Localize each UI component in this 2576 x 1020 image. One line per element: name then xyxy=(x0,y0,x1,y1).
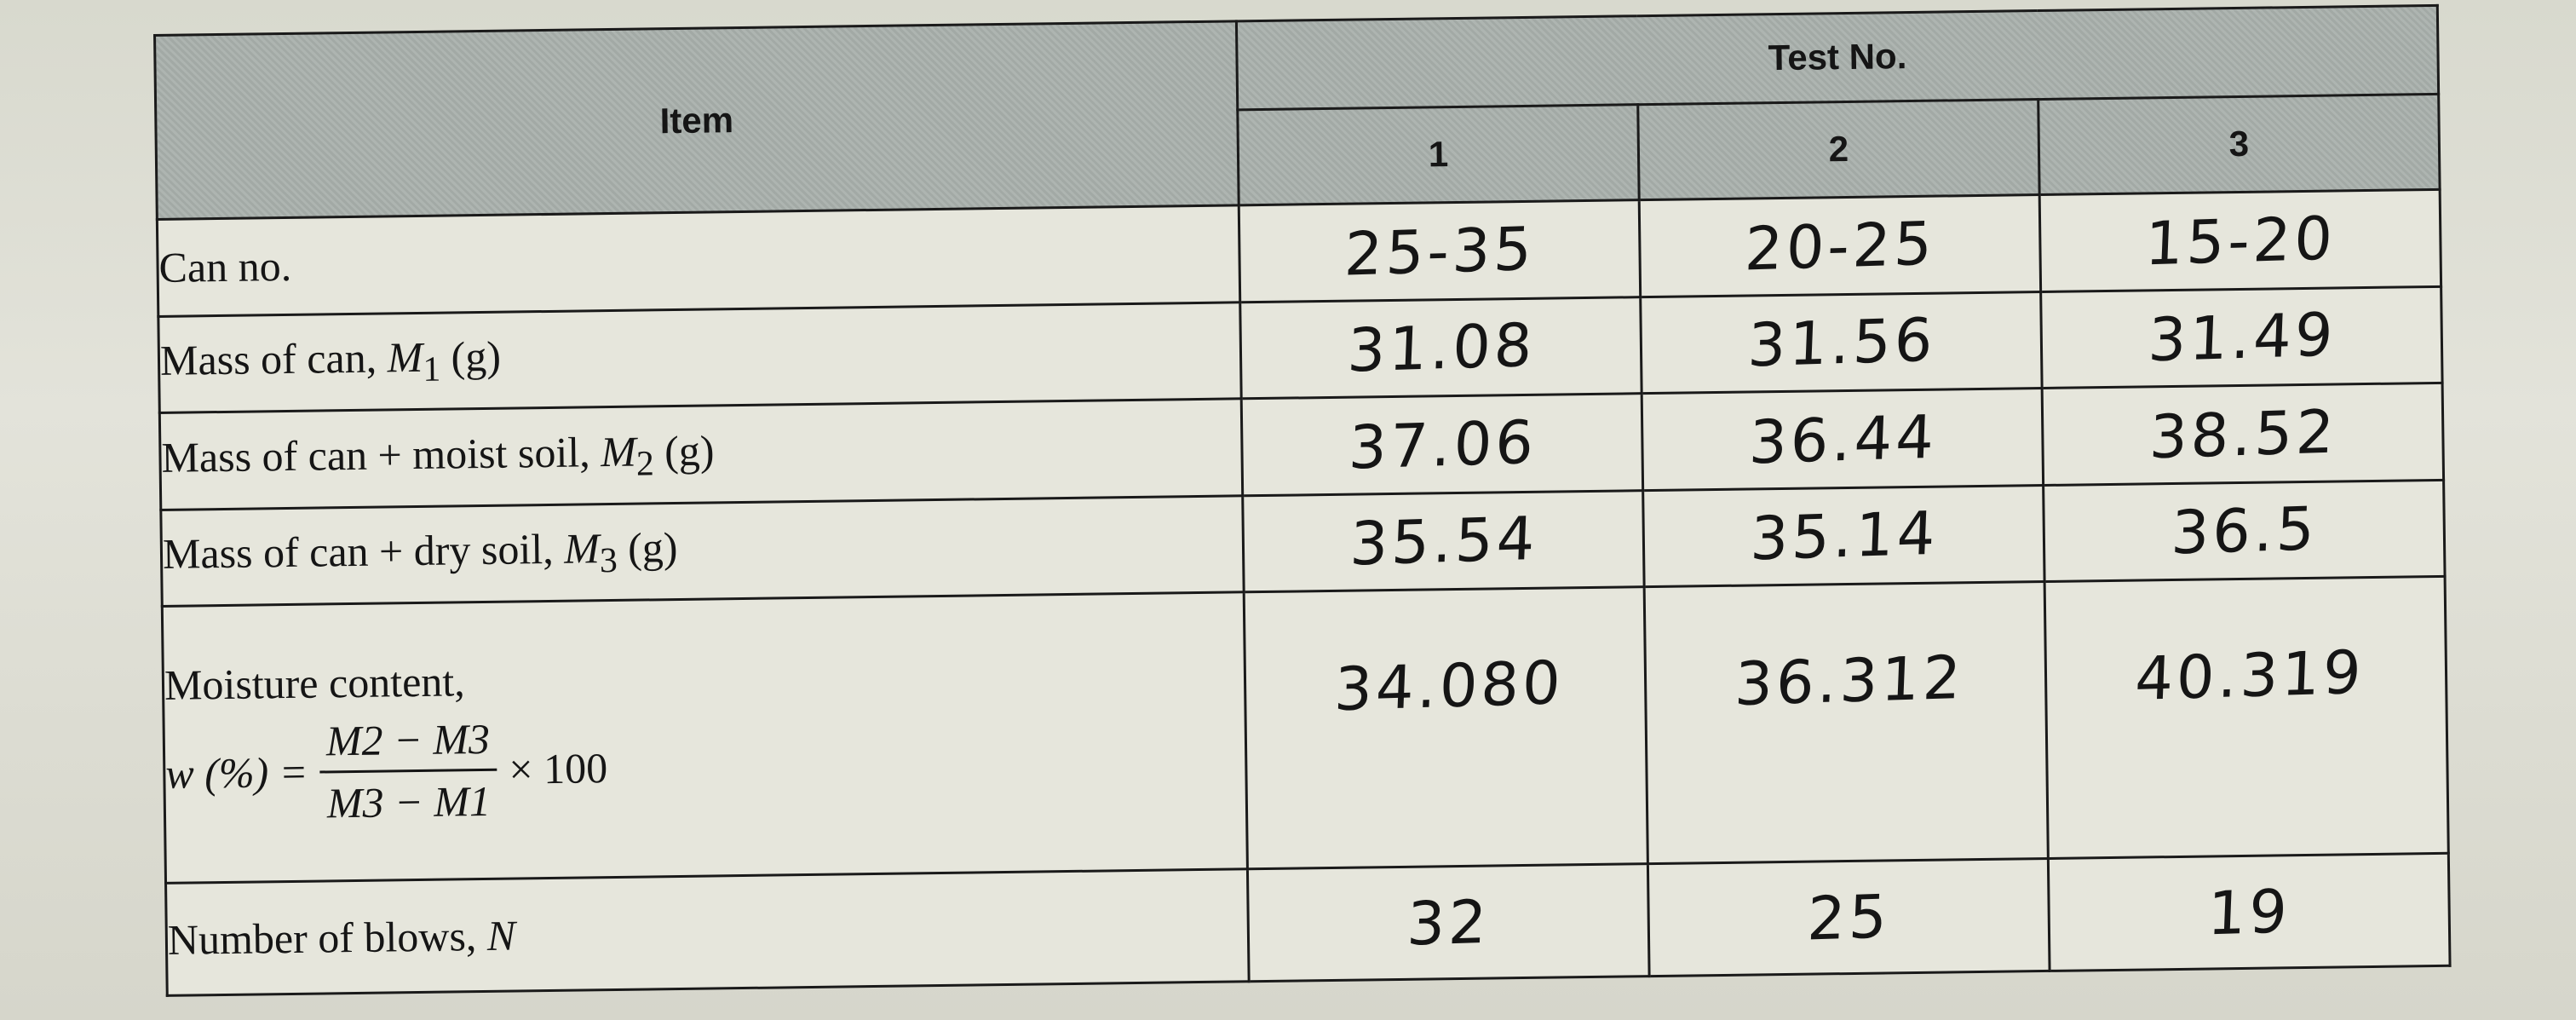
mass-moist-value-1[interactable]: 37.06 xyxy=(1239,393,1646,496)
can-no-value-3[interactable]: 15-20 xyxy=(2037,189,2444,292)
mass-dry-value-3[interactable]: 36.5 xyxy=(2041,480,2447,583)
test-number-3: 3 xyxy=(2038,94,2441,195)
moisture-label: Moisture content, w (%) = M2 − M3 M3 − M… xyxy=(162,592,1248,884)
formula-fraction: M2 − M3 M3 − M1 xyxy=(319,713,498,828)
mass-moist-label: Mass of can + moist soil, M2 (g) xyxy=(159,399,1243,510)
item-header: Item xyxy=(154,20,1239,220)
moisture-formula: w (%) = M2 − M3 M3 − M1 × 100 xyxy=(165,704,1246,830)
table-row-moisture: Moisture content, w (%) = M2 − M3 M3 − M… xyxy=(162,576,2455,884)
blows-value-3[interactable]: 19 xyxy=(2045,853,2452,971)
blows-value-2[interactable]: 25 xyxy=(1645,858,2052,977)
worksheet: Item Test No. 1 2 3 Can no. 25-35 20-25 … xyxy=(153,3,2455,997)
moisture-value-3[interactable]: 40.319 xyxy=(2038,576,2455,859)
test-number-1: 1 xyxy=(1237,104,1640,205)
moisture-title: Moisture content, xyxy=(164,657,466,709)
can-no-value-2[interactable]: 20-25 xyxy=(1636,194,2044,297)
formula-lhs: w (%) = xyxy=(164,747,308,798)
blows-label: Number of blows, N xyxy=(165,868,1250,996)
mass-dry-value-1[interactable]: 35.54 xyxy=(1240,490,1647,593)
mass-can-value-3[interactable]: 31.49 xyxy=(2038,285,2445,389)
test-number-2: 2 xyxy=(1637,99,2040,200)
can-no-label: Can no. xyxy=(157,205,1240,317)
mass-can-value-2[interactable]: 31.56 xyxy=(1638,291,2044,394)
mass-can-value-1[interactable]: 31.08 xyxy=(1238,297,1644,400)
moisture-value-1[interactable]: 34.080 xyxy=(1238,586,1654,869)
formula-times: × 100 xyxy=(509,744,608,793)
test-no-header: Test No. xyxy=(1236,5,2439,110)
mass-moist-value-3[interactable]: 38.52 xyxy=(2039,383,2447,486)
mass-can-label: Mass of can, M1 (g) xyxy=(158,302,1242,413)
formula-numerator: M2 − M3 xyxy=(319,713,497,774)
can-no-value-1[interactable]: 25-35 xyxy=(1236,199,1643,303)
atterberg-data-table: Item Test No. 1 2 3 Can no. 25-35 20-25 … xyxy=(153,3,2455,997)
mass-moist-value-2[interactable]: 36.44 xyxy=(1639,388,2046,491)
moisture-value-2[interactable]: 36.312 xyxy=(1638,581,2055,864)
formula-denominator: M3 − M1 xyxy=(326,776,492,827)
mass-dry-value-2[interactable]: 35.14 xyxy=(1641,485,2047,588)
mass-dry-label: Mass of can + dry soil, M3 (g) xyxy=(160,495,1245,607)
blows-value-1[interactable]: 32 xyxy=(1245,863,1653,982)
